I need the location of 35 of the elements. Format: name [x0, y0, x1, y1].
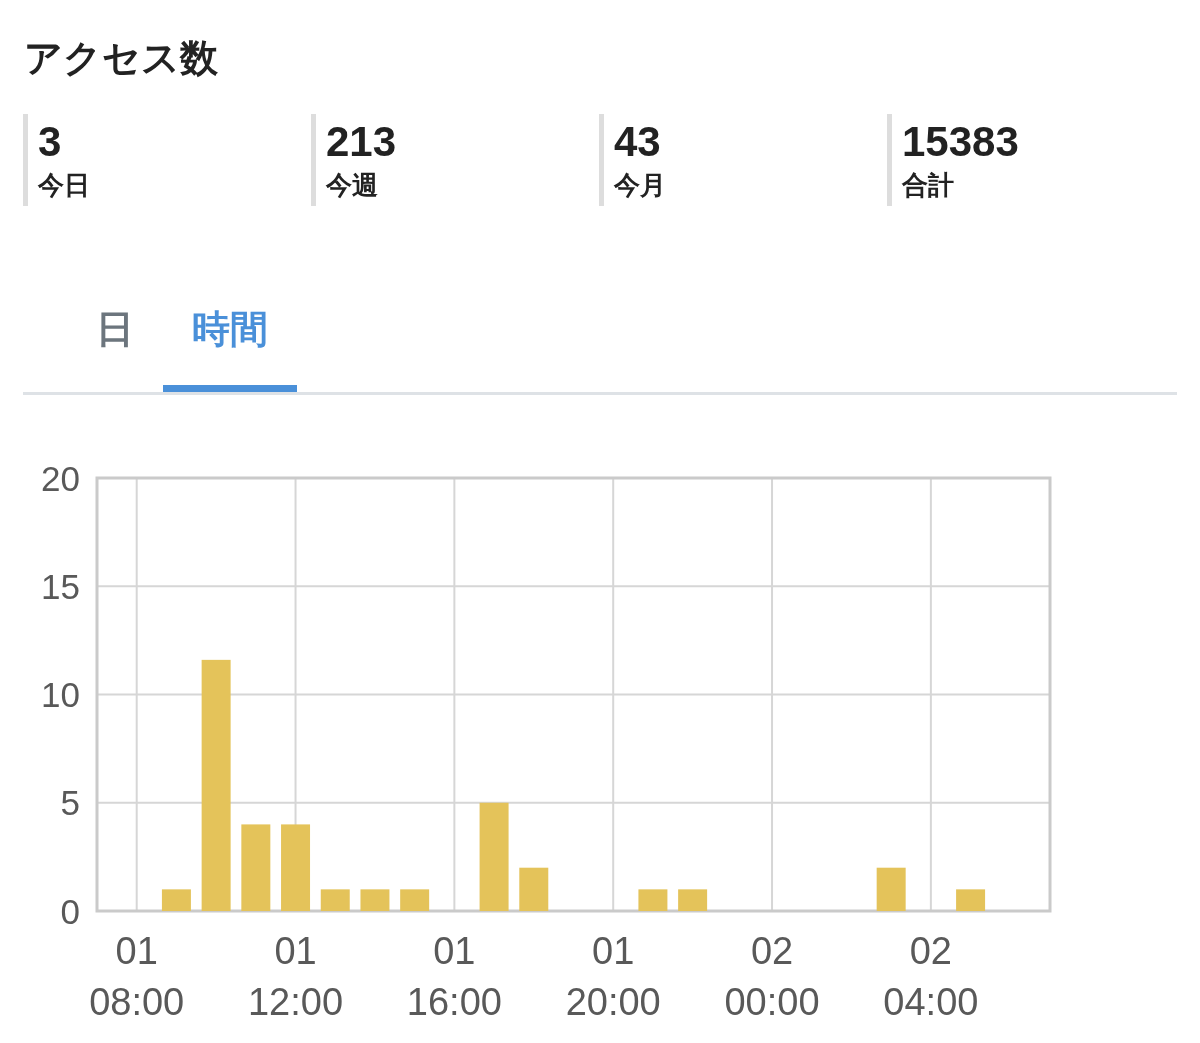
data-label: 213: [326, 118, 397, 166]
bar: [241, 824, 271, 911]
bar: [201, 659, 231, 911]
x-tick-label: 01 12:00: [247, 930, 344, 1023]
y-tick-label: 20: [41, 458, 80, 498]
bar: [161, 889, 191, 911]
text: アクセス数: [24, 36, 218, 81]
bar: [876, 867, 906, 911]
bar: [479, 802, 509, 911]
x-tick-label: 01 20:00: [565, 930, 661, 1023]
category-label: 今月: [614, 169, 666, 202]
bar: [519, 867, 549, 911]
category-label: 合計: [902, 169, 954, 202]
bar: [956, 889, 986, 911]
y-tick-label: 0: [60, 891, 80, 931]
category-label: 今週: [326, 169, 378, 202]
data-label: 15383: [902, 118, 1019, 166]
bar: [281, 824, 311, 911]
x-tick-label: 01 16:00: [406, 930, 502, 1023]
y-tick-label: 10: [41, 675, 80, 714]
x-tick-label: 02 04:00: [883, 930, 979, 1023]
bar: [638, 889, 668, 911]
bar: [400, 889, 430, 911]
x-tick-label: 01 08:00: [89, 930, 185, 1023]
bar: [320, 889, 350, 911]
x-tick-label: 02 00:00: [724, 930, 820, 1023]
category-label: 今日: [38, 169, 90, 202]
text: 時間: [163, 297, 297, 392]
bar: [678, 889, 708, 911]
text: 日: [95, 307, 135, 352]
data-label: 43: [614, 118, 661, 166]
data-label: 3: [38, 118, 62, 166]
bar: [360, 889, 390, 911]
y-tick-label: 5: [60, 783, 80, 823]
y-tick-label: 15: [41, 566, 80, 606]
